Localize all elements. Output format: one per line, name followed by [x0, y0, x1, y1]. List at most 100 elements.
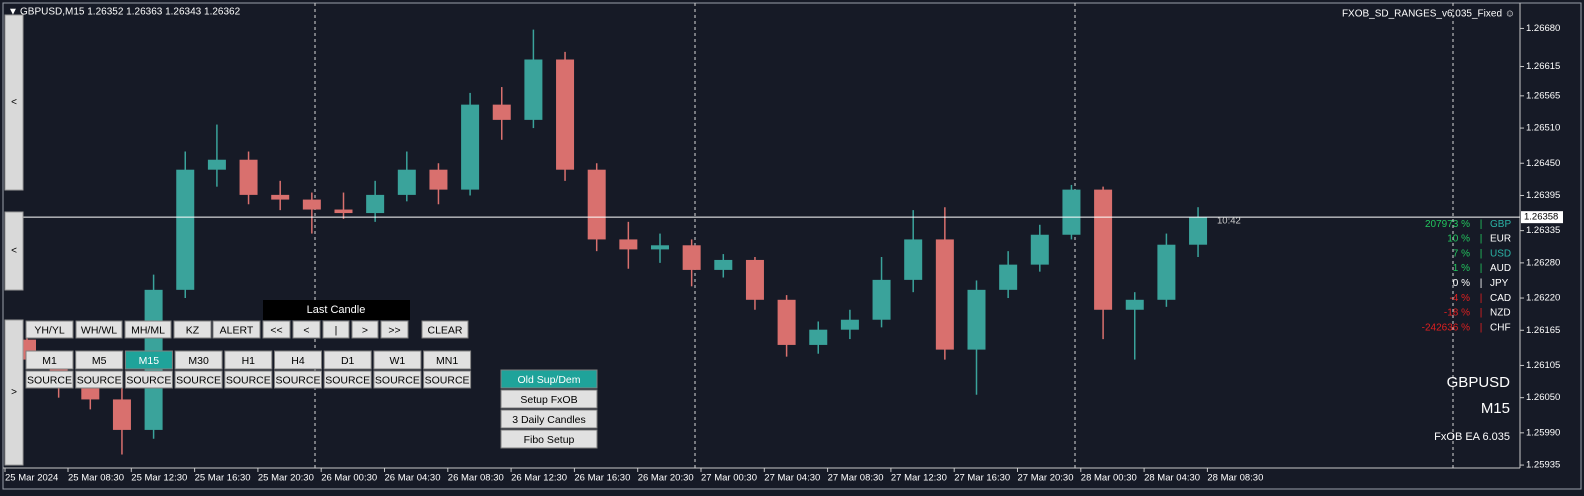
- timeframe-button-bg: [174, 350, 223, 370]
- source-button[interactable]: SOURCE: [124, 370, 173, 389]
- timeframe-button-bg: [124, 350, 173, 370]
- top-button[interactable]: ALERT: [212, 320, 261, 339]
- setup-button-bg: [500, 429, 598, 449]
- x-tick-label: 27 Mar 20:30: [1018, 473, 1074, 484]
- side-tab-bg: [4, 319, 24, 466]
- x-tick-label: 25 Mar 12:30: [131, 473, 187, 484]
- candle-body: [777, 299, 796, 345]
- top-button-bg: [421, 320, 469, 339]
- candle-body: [334, 209, 353, 214]
- top-button-label: >>: [388, 324, 400, 336]
- candle-body: [1062, 189, 1081, 235]
- last-candle-title: Last Candle: [307, 304, 366, 316]
- source-button[interactable]: SOURCE: [323, 370, 372, 389]
- strength-separator: |: [1480, 278, 1483, 289]
- source-button-bg: [274, 370, 322, 389]
- timeframe-button[interactable]: W1: [373, 350, 422, 370]
- y-tick-label: 1.26220: [1526, 293, 1560, 304]
- source-button[interactable]: SOURCE: [423, 370, 472, 389]
- timeframe-button[interactable]: M1: [25, 350, 74, 370]
- timeframe-button[interactable]: M15: [124, 350, 173, 370]
- strength-currency: CAD: [1490, 293, 1511, 304]
- top-button-bg: [262, 320, 291, 339]
- top-button-bg: [380, 320, 409, 339]
- candle-body: [904, 239, 923, 280]
- side-tab[interactable]: >: [4, 319, 24, 466]
- y-tick-label: 1.26165: [1526, 325, 1560, 336]
- top-button[interactable]: |: [322, 320, 350, 339]
- timeframe-button[interactable]: H4: [274, 350, 322, 370]
- source-button-bg: [423, 370, 472, 389]
- strength-currency: NZD: [1490, 308, 1511, 319]
- source-button[interactable]: SOURCE: [224, 370, 273, 389]
- source-button[interactable]: SOURCE: [25, 370, 74, 389]
- strength-currency: JPY: [1490, 278, 1509, 289]
- candle-body: [999, 264, 1018, 290]
- timeframe-button-bg: [423, 350, 472, 370]
- source-button[interactable]: SOURCE: [373, 370, 422, 389]
- info-timeframe: M15: [1481, 400, 1510, 417]
- source-button[interactable]: SOURCE: [274, 370, 322, 389]
- candle-body: [651, 245, 669, 250]
- candle-timer: 10:42: [1217, 216, 1241, 227]
- top-button[interactable]: CLEAR: [421, 320, 469, 339]
- side-tab[interactable]: <: [4, 14, 24, 191]
- source-button-label: SOURCE: [176, 374, 221, 386]
- strength-currency: USD: [1490, 248, 1511, 259]
- side-tab-label: <: [11, 246, 17, 257]
- y-tick-label: 1.26335: [1526, 225, 1560, 236]
- timeframe-button[interactable]: H1: [224, 350, 273, 370]
- source-button-label: SOURCE: [226, 374, 271, 386]
- candle-body: [461, 104, 480, 190]
- top-button-label: CLEAR: [427, 324, 462, 336]
- current-price-label: 1.26358: [1524, 212, 1558, 223]
- top-button[interactable]: >>: [380, 320, 409, 339]
- candle-body: [397, 169, 416, 195]
- strength-separator: |: [1480, 308, 1483, 319]
- timeframe-button-bg: [274, 350, 322, 370]
- source-button-label: SOURCE: [325, 374, 370, 386]
- candle-body: [745, 259, 764, 300]
- top-button[interactable]: <: [292, 320, 321, 339]
- y-tick-label: 1.26615: [1526, 61, 1560, 72]
- timeframe-button[interactable]: M5: [75, 350, 124, 370]
- y-tick-label: 1.26565: [1526, 90, 1560, 101]
- source-button[interactable]: SOURCE: [174, 370, 223, 389]
- x-tick-label: 26 Mar 04:30: [385, 473, 441, 484]
- top-button[interactable]: WH/WL: [75, 320, 123, 339]
- top-button[interactable]: >: [351, 320, 379, 339]
- strength-currency: EUR: [1490, 234, 1511, 245]
- strength-separator: |: [1480, 248, 1483, 259]
- timeframe-button-label: H1: [242, 355, 256, 367]
- expand-icon[interactable]: ▼: [8, 7, 18, 18]
- strength-value: 10 %: [1447, 234, 1470, 245]
- setup-button[interactable]: 3 Daily Candles: [500, 409, 598, 429]
- source-button[interactable]: SOURCE: [75, 370, 124, 389]
- candle-body: [619, 239, 638, 250]
- source-button-label: SOURCE: [375, 374, 420, 386]
- candle-body: [271, 194, 290, 200]
- timeframe-button-label: M5: [92, 355, 107, 367]
- y-tick-label: 1.26680: [1526, 23, 1560, 34]
- strength-separator: |: [1480, 322, 1483, 333]
- timeframe-button-bg: [25, 350, 74, 370]
- setup-button[interactable]: Setup FxOB: [500, 389, 598, 409]
- candle-body: [1189, 217, 1208, 245]
- top-button[interactable]: YH/YL: [25, 320, 74, 339]
- timeframe-button[interactable]: M30: [174, 350, 223, 370]
- setup-button[interactable]: Old Sup/Dem: [500, 369, 598, 389]
- candles: [18, 29, 1208, 455]
- top-button[interactable]: KZ: [173, 320, 212, 339]
- overlay: 1.26358 10:42 207973 % | GBP 10 % | EUR 7 % | USD 1…: [5, 211, 1563, 333]
- setup-button-label: Old Sup/Dem: [517, 374, 580, 386]
- top-button[interactable]: <<: [262, 320, 291, 339]
- timeframe-button[interactable]: D1: [323, 350, 372, 370]
- top-button-bg: [292, 320, 321, 339]
- top-button-bg: [124, 320, 172, 339]
- timeframe-button[interactable]: MN1: [423, 350, 472, 370]
- setup-button[interactable]: Fibo Setup: [500, 429, 598, 449]
- side-tab[interactable]: <: [4, 211, 24, 291]
- x-tick-label: 27 Mar 16:30: [954, 473, 1010, 484]
- top-button[interactable]: MH/ML: [124, 320, 172, 339]
- top-button-bg: [322, 320, 350, 339]
